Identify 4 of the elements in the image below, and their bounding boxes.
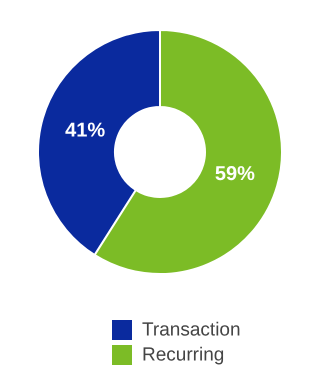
data-label: 59% [214, 162, 256, 185]
legend-label: Recurring [142, 344, 224, 366]
data-label: 41% [65, 119, 106, 142]
legend-label: Transaction [142, 320, 241, 340]
